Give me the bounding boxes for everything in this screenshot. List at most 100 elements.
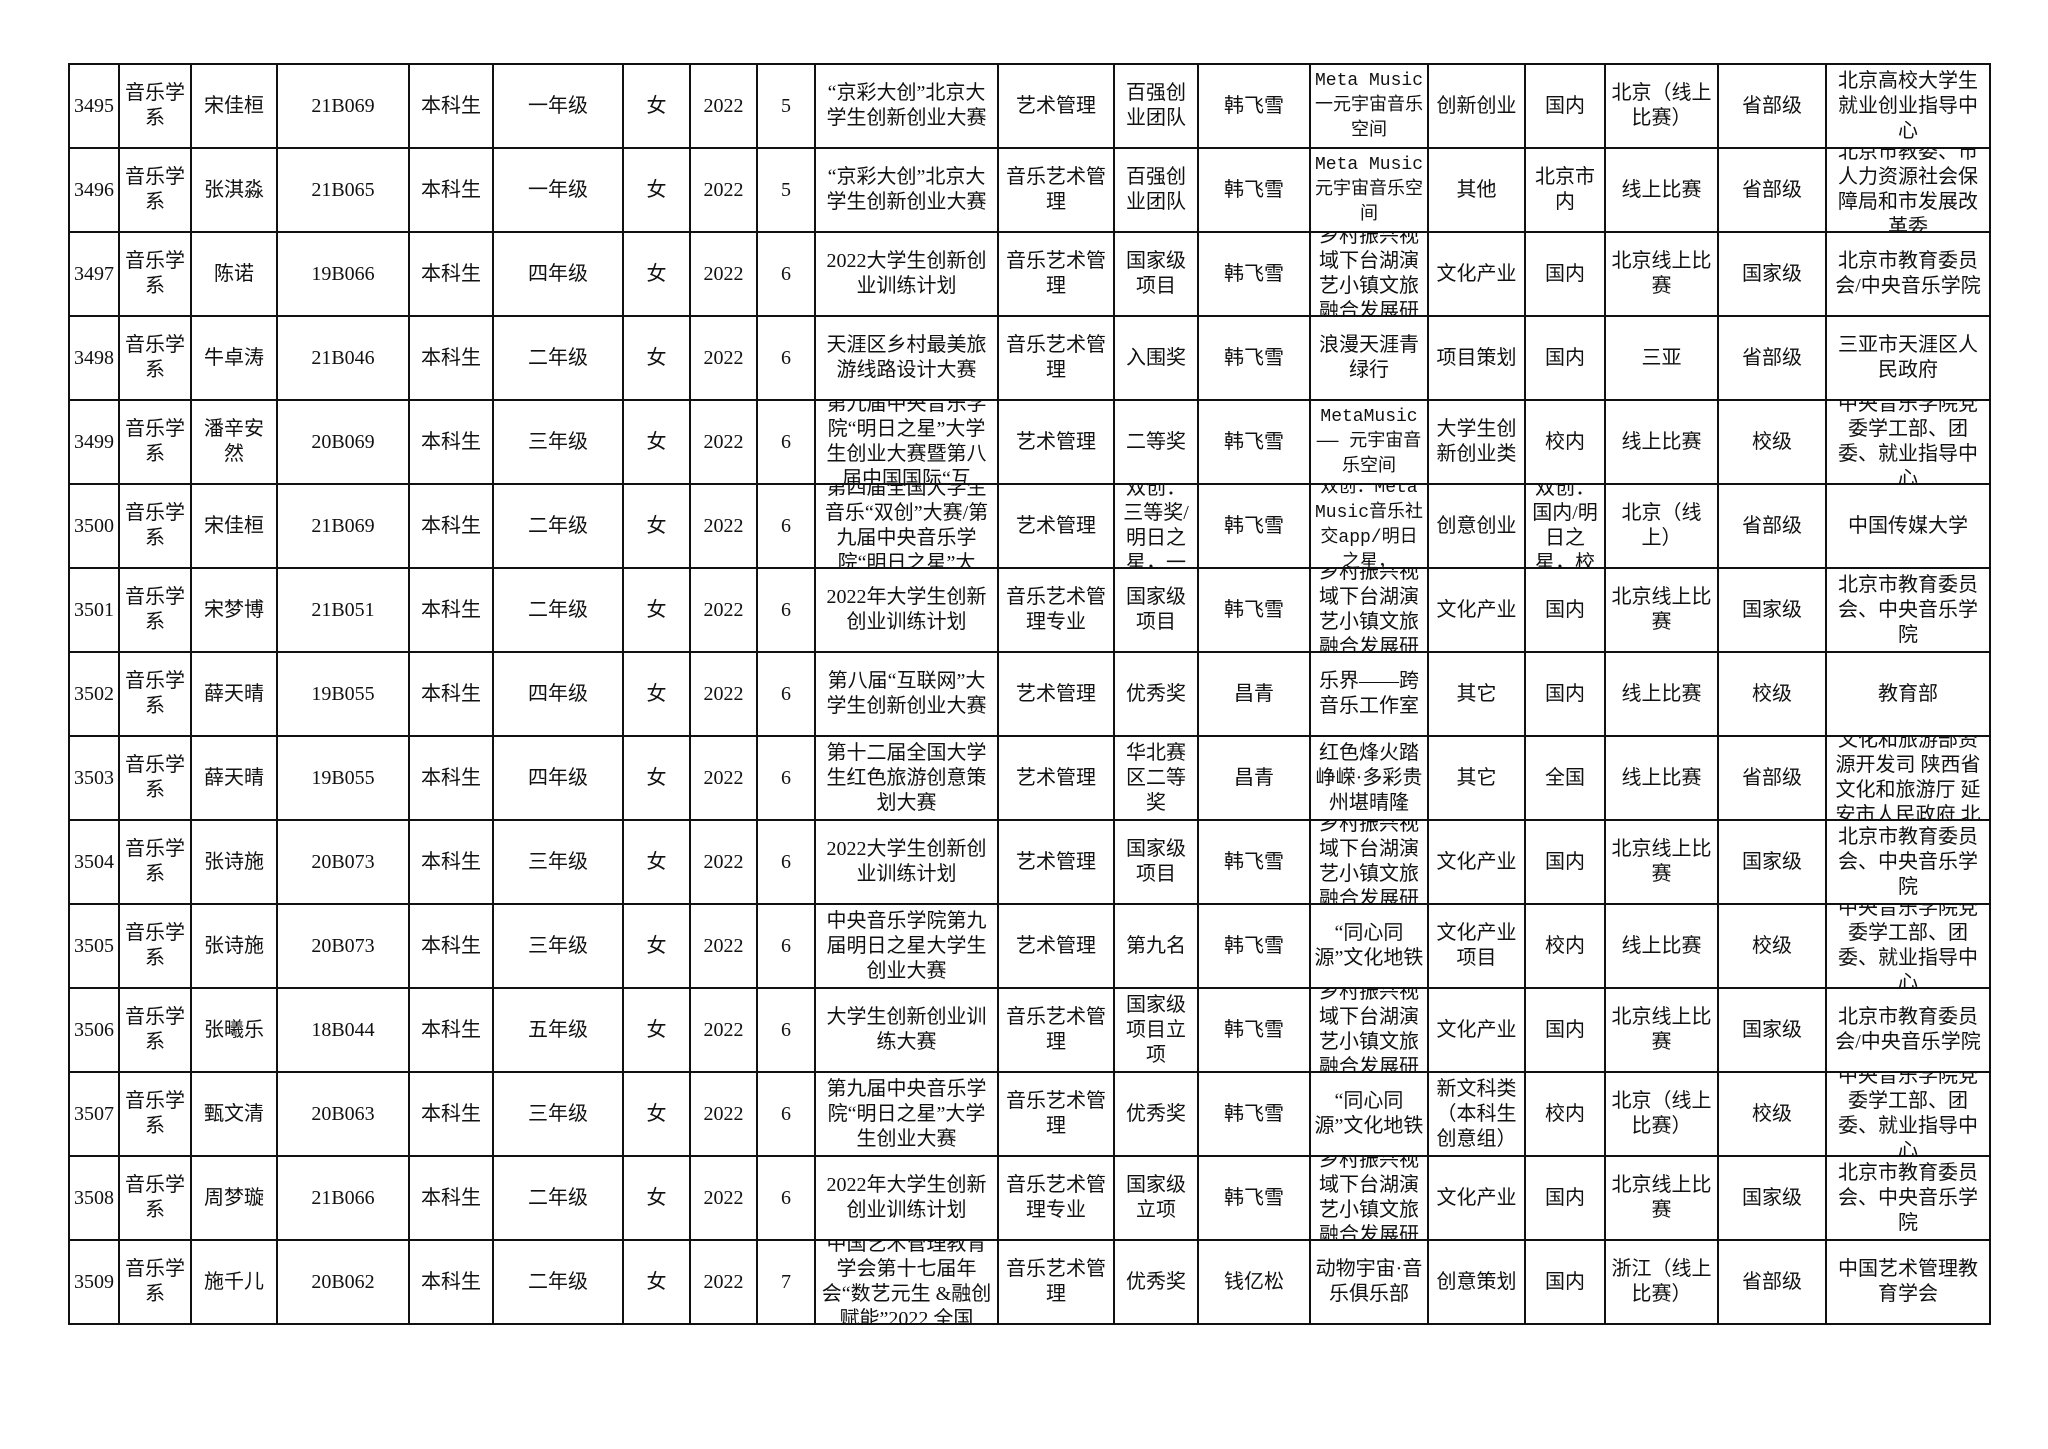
- cell-grade[interactable]: 三年级: [492, 903, 624, 989]
- cell-award[interactable]: 优秀奖: [1113, 1071, 1199, 1157]
- cell-department[interactable]: 音乐学系: [118, 231, 192, 317]
- cell-year[interactable]: 2022: [689, 315, 758, 401]
- cell-scope[interactable]: 校内: [1524, 1071, 1606, 1157]
- cell-department[interactable]: 音乐学系: [118, 987, 192, 1073]
- cell-organizer[interactable]: 北京市教委、市人力资源社会保障局和市发展改革委: [1825, 147, 1991, 233]
- cell-award[interactable]: 华北赛区二等奖: [1113, 735, 1199, 821]
- cell-level[interactable]: 校级: [1717, 903, 1827, 989]
- cell-location[interactable]: 北京（线上比赛）: [1604, 1071, 1719, 1157]
- cell-student-id[interactable]: 18B044: [276, 987, 410, 1073]
- cell-year[interactable]: 2022: [689, 651, 758, 737]
- cell-major[interactable]: 音乐艺术管理: [997, 987, 1115, 1073]
- cell-competition-name[interactable]: 天涯区乡村最美旅游线路设计大赛: [814, 315, 999, 401]
- cell-major[interactable]: 艺术管理: [997, 651, 1115, 737]
- cell-gender[interactable]: 女: [622, 315, 691, 401]
- cell-project-name[interactable]: 乡村振兴视域下台湖演艺小镇文旅融合发展研: [1309, 987, 1429, 1073]
- cell-category[interactable]: 大学生创新创业类: [1427, 399, 1526, 485]
- cell-project-name[interactable]: Meta Music元宇宙音乐空间: [1309, 147, 1429, 233]
- cell-degree-level[interactable]: 本科生: [408, 315, 494, 401]
- cell-project-name[interactable]: Meta Music一元宇宙音乐空间: [1309, 63, 1429, 149]
- cell-organizer[interactable]: 中央音乐学院党委学工部、团委、就业指导中心: [1825, 903, 1991, 989]
- cell-degree-level[interactable]: 本科生: [408, 651, 494, 737]
- cell-major[interactable]: 艺术管理: [997, 399, 1115, 485]
- cell-category[interactable]: 文化产业: [1427, 1155, 1526, 1241]
- cell-department[interactable]: 音乐学系: [118, 819, 192, 905]
- cell-year[interactable]: 2022: [689, 1071, 758, 1157]
- cell-year[interactable]: 2022: [689, 399, 758, 485]
- cell-scope[interactable]: 全国: [1524, 735, 1606, 821]
- cell-scope[interactable]: 国内: [1524, 315, 1606, 401]
- cell-project-name[interactable]: MetaMusic—— 元宇宙音乐空间: [1309, 399, 1429, 485]
- cell-student-name[interactable]: 张淇淼: [190, 147, 278, 233]
- cell-advisor[interactable]: 昌青: [1197, 735, 1311, 821]
- cell-student-name[interactable]: 陈诺: [190, 231, 278, 317]
- cell-grade[interactable]: 一年级: [492, 147, 624, 233]
- cell-row-number[interactable]: 3504: [68, 819, 120, 905]
- cell-row-number[interactable]: 3496: [68, 147, 120, 233]
- cell-competition-name[interactable]: 中央音乐学院第九届明日之星大学生创业大赛: [814, 903, 999, 989]
- cell-student-name[interactable]: 张曦乐: [190, 987, 278, 1073]
- cell-year[interactable]: 2022: [689, 819, 758, 905]
- cell-grade[interactable]: 二年级: [492, 483, 624, 569]
- cell-major[interactable]: 艺术管理: [997, 63, 1115, 149]
- cell-grade[interactable]: 二年级: [492, 1155, 624, 1241]
- cell-degree-level[interactable]: 本科生: [408, 567, 494, 653]
- cell-advisor[interactable]: 韩飞雪: [1197, 63, 1311, 149]
- cell-category[interactable]: 其它: [1427, 735, 1526, 821]
- cell-student-id[interactable]: 19B055: [276, 735, 410, 821]
- cell-department[interactable]: 音乐学系: [118, 567, 192, 653]
- cell-month[interactable]: 6: [756, 987, 816, 1073]
- cell-level[interactable]: 国家级: [1717, 987, 1827, 1073]
- cell-project-name[interactable]: 乡村振兴视域下台湖演艺小镇文旅融合发展研: [1309, 567, 1429, 653]
- cell-award[interactable]: 国家级立项: [1113, 1155, 1199, 1241]
- cell-student-id[interactable]: 20B069: [276, 399, 410, 485]
- cell-student-id[interactable]: 21B051: [276, 567, 410, 653]
- cell-row-number[interactable]: 3495: [68, 63, 120, 149]
- cell-competition-name[interactable]: 2022年大学生创新创业训练计划: [814, 567, 999, 653]
- cell-competition-name[interactable]: 中国艺术管理教育学会第十七届年会“数艺元生 &融创赋能”2022 全国: [814, 1239, 999, 1325]
- cell-grade[interactable]: 五年级: [492, 987, 624, 1073]
- cell-department[interactable]: 音乐学系: [118, 147, 192, 233]
- cell-degree-level[interactable]: 本科生: [408, 819, 494, 905]
- cell-competition-name[interactable]: 第四届全国大学生音乐“双创”大赛/第九届中央音乐学院“明日之星”大: [814, 483, 999, 569]
- cell-year[interactable]: 2022: [689, 735, 758, 821]
- cell-competition-name[interactable]: 2022大学生创新创业训练计划: [814, 819, 999, 905]
- cell-row-number[interactable]: 3508: [68, 1155, 120, 1241]
- cell-month[interactable]: 6: [756, 231, 816, 317]
- cell-major[interactable]: 音乐艺术管理专业: [997, 1155, 1115, 1241]
- cell-year[interactable]: 2022: [689, 1155, 758, 1241]
- cell-location[interactable]: 线上比赛: [1604, 903, 1719, 989]
- cell-grade[interactable]: 三年级: [492, 399, 624, 485]
- cell-location[interactable]: 北京（线上比赛）: [1604, 63, 1719, 149]
- cell-competition-name[interactable]: 第十二届全国大学生红色旅游创意策划大赛: [814, 735, 999, 821]
- cell-category[interactable]: 文化产业: [1427, 567, 1526, 653]
- cell-project-name[interactable]: “同心同源”文化地铁: [1309, 903, 1429, 989]
- cell-department[interactable]: 音乐学系: [118, 483, 192, 569]
- cell-category[interactable]: 文化产业项目: [1427, 903, 1526, 989]
- cell-level[interactable]: 省部级: [1717, 483, 1827, 569]
- cell-project-name[interactable]: 乡村振兴视域下台湖演艺小镇文旅融合发展研: [1309, 1155, 1429, 1241]
- cell-grade[interactable]: 二年级: [492, 315, 624, 401]
- cell-degree-level[interactable]: 本科生: [408, 735, 494, 821]
- cell-scope[interactable]: 北京市内: [1524, 147, 1606, 233]
- cell-location[interactable]: 北京线上比赛: [1604, 231, 1719, 317]
- cell-month[interactable]: 7: [756, 1239, 816, 1325]
- cell-department[interactable]: 音乐学系: [118, 399, 192, 485]
- cell-level[interactable]: 国家级: [1717, 819, 1827, 905]
- cell-year[interactable]: 2022: [689, 987, 758, 1073]
- cell-organizer[interactable]: 中国艺术管理教育学会: [1825, 1239, 1991, 1325]
- cell-grade[interactable]: 四年级: [492, 735, 624, 821]
- cell-row-number[interactable]: 3509: [68, 1239, 120, 1325]
- cell-student-id[interactable]: 20B073: [276, 819, 410, 905]
- cell-student-id[interactable]: 21B046: [276, 315, 410, 401]
- cell-location[interactable]: 线上比赛: [1604, 147, 1719, 233]
- cell-student-name[interactable]: 周梦璇: [190, 1155, 278, 1241]
- cell-location[interactable]: 北京线上比赛: [1604, 819, 1719, 905]
- cell-level[interactable]: 校级: [1717, 1071, 1827, 1157]
- cell-major[interactable]: 艺术管理: [997, 819, 1115, 905]
- cell-row-number[interactable]: 3506: [68, 987, 120, 1073]
- cell-student-id[interactable]: 20B063: [276, 1071, 410, 1157]
- cell-gender[interactable]: 女: [622, 735, 691, 821]
- cell-scope[interactable]: 校内: [1524, 903, 1606, 989]
- cell-grade[interactable]: 二年级: [492, 1239, 624, 1325]
